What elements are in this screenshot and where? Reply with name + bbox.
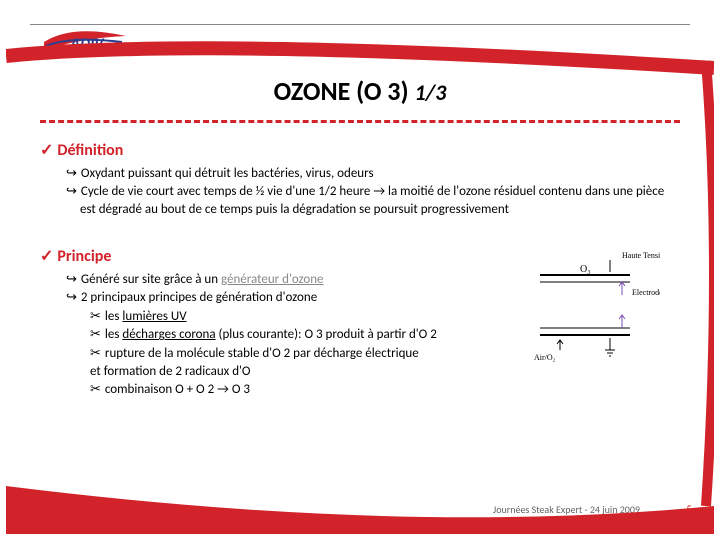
ozone-generator-diagram: Haute Tension O₃ Electrode Air/O₂ (530, 250, 660, 370)
svg-text:Air/O₂: Air/O₂ (534, 353, 556, 362)
link-icon: ✂ (90, 381, 101, 396)
svg-text:Electrode: Electrode (632, 288, 660, 297)
arrow-icon: ↪ (66, 289, 77, 304)
check-icon: ✓ (40, 248, 53, 265)
arrow-icon: ↪ (66, 271, 77, 286)
bullet-item: ↪Cycle de vie court avec temps de ½ vie … (66, 182, 680, 218)
link-icon: ✂ (90, 345, 101, 360)
footer-text: Journées Steak Expert - 24 juin 2009 (493, 503, 640, 516)
page-title: OZONE (O 3) 1/3 (0, 75, 720, 107)
subbullet-item: ✂combinaison O + O 2 → O 3 (90, 380, 680, 399)
svg-text:O₃: O₃ (580, 264, 591, 275)
link-icon: ✂ (90, 326, 101, 341)
top-rule (30, 24, 690, 25)
check-icon: ✓ (40, 142, 53, 159)
page-number: 5 (686, 503, 692, 516)
arrow-icon: ↪ (66, 183, 77, 198)
svg-text:ADIV: ADIV (69, 35, 105, 51)
link-icon: ✂ (90, 308, 101, 323)
svg-text:Haute Tension: Haute Tension (622, 251, 660, 260)
bullet-item: ↪Oxydant puissant qui détruit les bactér… (66, 164, 680, 183)
arrow-icon: ↪ (66, 165, 77, 180)
divider-dashes (40, 120, 680, 123)
section-head-definition: ✓Définition (40, 140, 680, 162)
logo-adiv: ADIV (42, 28, 128, 56)
